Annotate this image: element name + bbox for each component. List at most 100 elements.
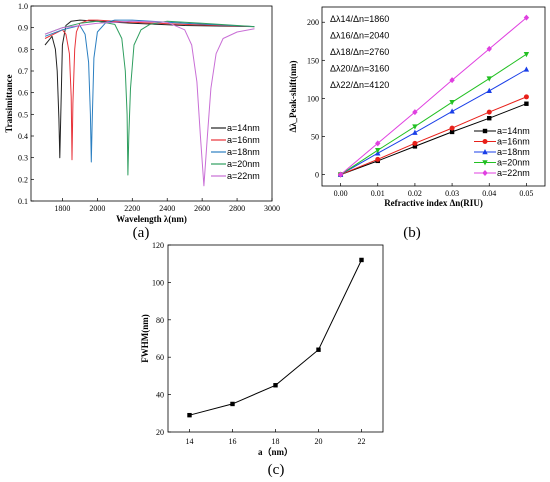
data-point-a=20nm [523, 52, 530, 58]
data-point-fwhm [273, 383, 278, 388]
data-point-a=22nm [337, 171, 344, 178]
data-point-fwhm [359, 257, 364, 263]
x-tick-label: 2000 [89, 204, 105, 213]
legend-marker [482, 149, 488, 155]
x-axis-label: Wavelength λ(nm) [116, 214, 187, 224]
x-tick-label: 20 [315, 437, 323, 446]
legend-label: a=14nm [227, 123, 260, 133]
y-tick-label: 1.0 [18, 2, 28, 11]
legend-label: a=18nm [227, 147, 260, 157]
legend-label: a=16nm [497, 137, 530, 147]
y-tick-label: 0.2 [18, 175, 28, 184]
legend-label: a=16nm [227, 135, 260, 145]
x-tick-label: 0.05 [519, 189, 533, 198]
series-line-a=16nm [340, 96, 527, 176]
data-point-a=22nm [375, 140, 381, 147]
legend-marker [482, 139, 488, 144]
y-tick-label: 20 [156, 428, 164, 437]
y-tick-label: 0.3 [18, 154, 28, 163]
x-tick-label: 2800 [229, 204, 245, 213]
legend-marker [482, 170, 488, 176]
data-point-a=14nm [487, 116, 492, 121]
x-axis-label: a（nm） [258, 447, 293, 457]
x-tick-label: 18 [272, 437, 280, 446]
series-line-a=20nm [340, 53, 527, 176]
series-line-a=20nm [44, 20, 255, 176]
y-tick-label: 0.5 [18, 110, 28, 119]
data-point-a=14nm [412, 144, 418, 149]
plot-frame [321, 6, 546, 187]
series-line-a=16nm [44, 19, 255, 161]
y-tick-label: 0.7 [18, 67, 28, 76]
legend-label: a=14nm [497, 126, 530, 136]
y-tick-label: 40 [156, 391, 164, 400]
data-point-a=18nm [449, 108, 455, 114]
data-point-a=22nm [412, 109, 418, 116]
data-point-a=22nm [523, 14, 530, 21]
y-tick-label: 50 [311, 132, 319, 141]
x-tick-label: 0.03 [445, 189, 459, 198]
panel-b-peak-shift-chart: 0.00 0.01 0.02 0.03 0.04 0.05 0 50 100 150 200 Δλ14… [288, 6, 546, 241]
x-tick-label: 1800 [54, 204, 70, 213]
data-point-a=16nm [523, 94, 529, 100]
data-point-a=14nm [524, 101, 529, 106]
series-line-a=22nm [340, 17, 527, 175]
y-tick-label: 150 [307, 56, 319, 65]
data-point-a=16nm [412, 140, 418, 146]
data-point-a=22nm [486, 45, 492, 52]
data-point-a=20nm [449, 100, 455, 106]
x-tick-label: 3000 [264, 204, 280, 213]
series-line-a=18nm [340, 69, 527, 176]
legend-label: a=22nm [227, 171, 260, 181]
series-line-a=14nm [340, 103, 527, 176]
data-point-a=18nm [486, 87, 492, 93]
slope-annotation: Δλ14/Δn=1860 [330, 14, 389, 24]
y-tick-label: 0.1 [18, 197, 28, 206]
data-point-a=16nm [486, 109, 492, 115]
series-line-a=22nm [44, 20, 255, 187]
panel-label: (b) [403, 225, 421, 241]
series-line-a=18nm [44, 19, 255, 163]
y-tick-label: 100 [152, 278, 164, 287]
data-point-fwhm [187, 412, 192, 418]
legend-label: a=18nm [497, 147, 530, 157]
series-line-fwhm [189, 259, 362, 416]
data-point-a=18nm [523, 66, 530, 72]
x-tick-label: 16 [229, 437, 237, 446]
legend-label: a=20nm [227, 159, 260, 169]
legend-label: a=20nm [497, 158, 530, 168]
plot-frame [30, 5, 273, 202]
data-point-a=16nm [375, 156, 381, 162]
data-point-a=20nm [412, 124, 418, 130]
x-tick-label: 0.04 [482, 189, 496, 198]
x-tick-label: 22 [358, 437, 366, 446]
x-tick-label: 2400 [159, 204, 175, 213]
data-point-a=18nm [412, 129, 418, 135]
y-tick-label: 80 [156, 316, 164, 325]
slope-annotation: Δλ18/Δn=2760 [330, 47, 389, 57]
x-axis-label: Refractive index Δn(RIU) [384, 198, 483, 208]
panel-label: (c) [268, 462, 285, 478]
data-point-a=22nm [449, 77, 455, 84]
y-tick-label: 200 [307, 18, 319, 27]
panel-a-transmittance-chart: 1800 2000 2200 2400 2600 2800 3000 0.1 0.2 0.3 0.4… [4, 2, 280, 241]
slope-annotation: Δλ20/Δn=3160 [330, 64, 389, 74]
slope-annotation: Δλ16/Δn=2040 [330, 31, 389, 41]
data-point-fwhm [316, 347, 321, 352]
legend-label: a=22nm [497, 168, 530, 178]
x-tick-label: 2600 [194, 204, 210, 213]
x-tick-label: 0.00 [334, 189, 348, 198]
y-tick-label: 120 [152, 241, 164, 250]
plot-frame [167, 244, 384, 433]
series-line-a=14nm [44, 19, 255, 159]
legend-marker [482, 128, 488, 134]
y-tick-label: 0.9 [18, 24, 28, 33]
data-point-a=16nm [449, 125, 455, 131]
y-tick-label: 0.6 [18, 89, 28, 98]
y-axis-label: Δλ_Peak-shift(nm) [288, 60, 298, 132]
legend-marker [482, 160, 488, 166]
panel-label: (a) [133, 225, 150, 241]
data-point-fwhm [230, 401, 235, 407]
x-tick-label: 2200 [124, 204, 140, 213]
